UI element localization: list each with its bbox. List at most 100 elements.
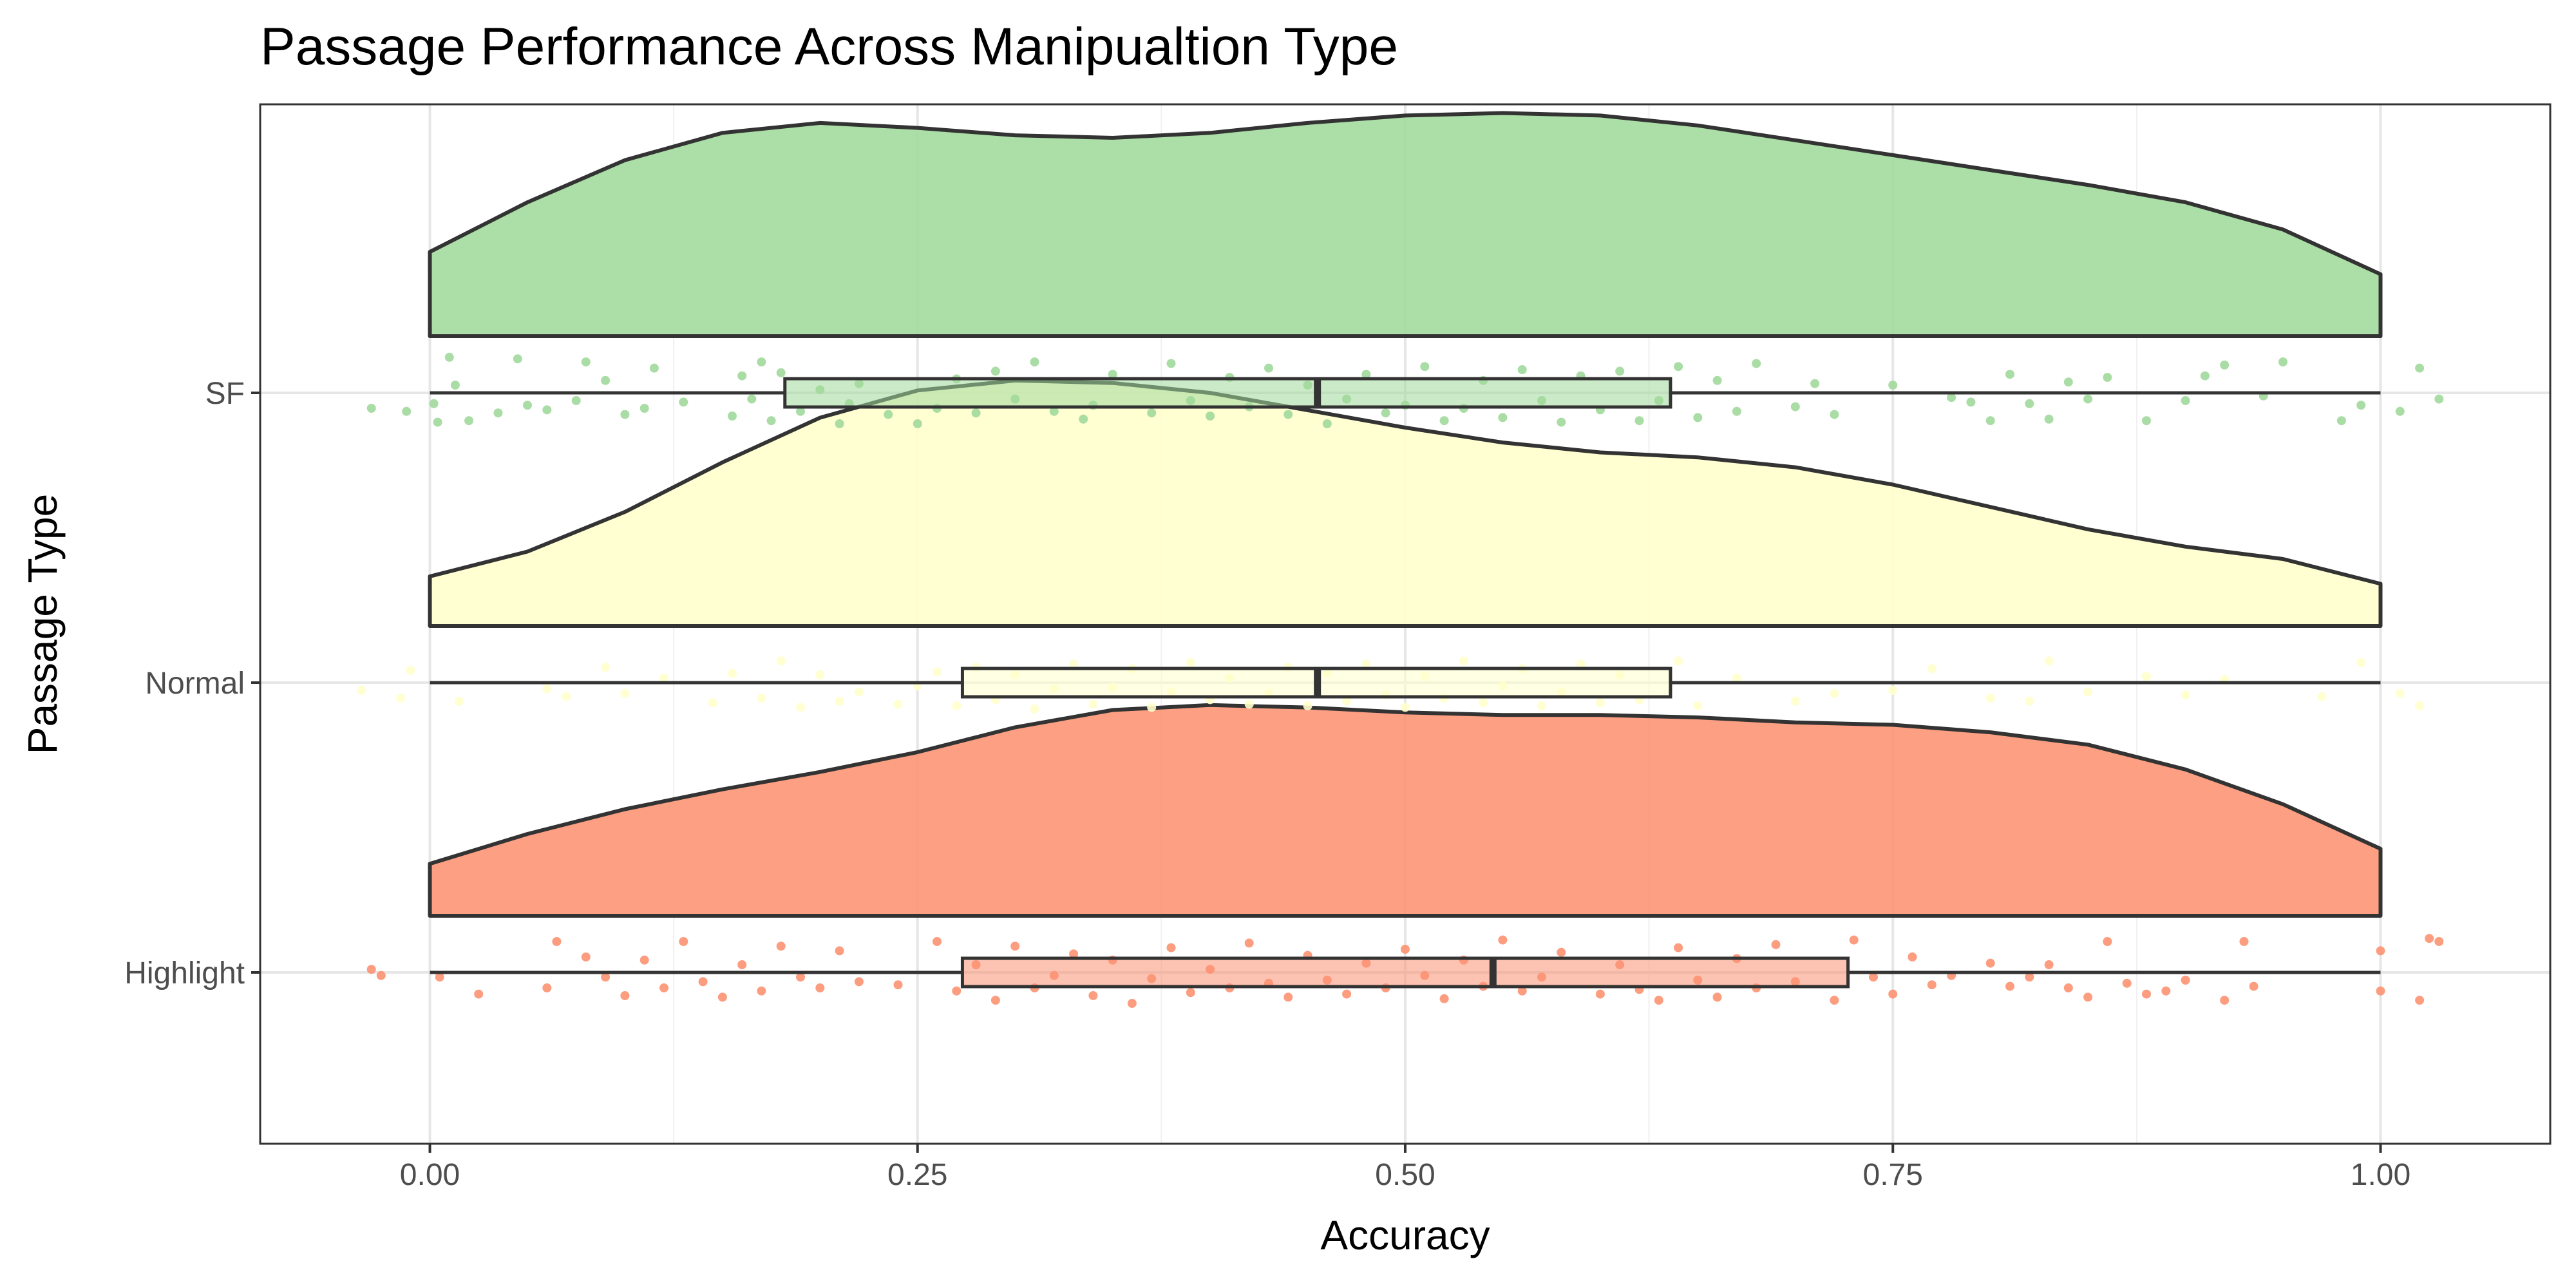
data-point [757,694,766,703]
data-point [1303,701,1312,710]
data-point [450,381,460,390]
data-point [2415,701,2425,710]
data-point [952,986,961,996]
data-point [2278,357,2287,366]
data-point [1634,416,1644,426]
data-point [1127,999,1137,1008]
data-point [581,357,591,366]
data-point [1908,952,1917,961]
data-point [1010,942,1020,951]
data-point [2063,983,2073,992]
data-point [1361,659,1371,669]
data-point [2142,672,2151,681]
data-point [2395,688,2405,698]
data-point [2425,934,2434,943]
data-point [2356,401,2366,410]
data-point [2434,394,2444,404]
data-point [2142,989,2151,999]
data-point [1888,381,1898,390]
data-point [2249,981,2259,991]
data-point [406,665,415,675]
data-point [1595,989,1605,999]
y-tick-label: Highlight [124,956,245,990]
data-point [2025,696,2034,706]
data-point [747,394,757,404]
data-point [2415,996,2425,1005]
data-point [1810,379,1820,388]
data-point [1674,362,1683,372]
data-point [429,399,439,408]
data-point [601,375,611,385]
data-point [1654,996,1663,1005]
data-point [2063,377,2073,387]
data-point [1498,935,1508,945]
data-point [933,667,942,677]
data-point [1361,370,1371,379]
data-point [1479,698,1488,708]
data-point [2220,360,2230,370]
data-point [708,698,717,708]
data-point [513,354,522,364]
data-point [835,419,844,428]
data-point [1927,980,1937,990]
data-point [2317,692,2327,701]
data-point [1674,943,1683,952]
data-point [1030,704,1039,714]
data-point [1517,986,1527,996]
data-point [2376,946,2385,956]
data-point [1712,992,1722,1002]
x-tick-label: 0.75 [1863,1158,1923,1192]
data-point [1049,406,1059,416]
data-point [1966,397,1976,407]
density-cloud-normal [428,378,2383,628]
data-point [1322,419,1332,428]
y-tick-label: Normal [145,667,245,701]
data-point [1790,696,1800,706]
data-point [542,684,552,694]
data-point [2239,937,2249,946]
data-point [815,670,825,679]
data-point [2005,981,2014,991]
data-point [1732,673,1741,683]
data-point [2142,416,2151,426]
density-cloud-highlight [428,703,2383,918]
data-point [523,401,532,410]
data-point [952,701,961,710]
data-point [1420,362,1430,372]
data-point [796,406,805,416]
data-point [2103,937,2112,946]
data-point [1186,658,1195,667]
density-cloud-sf [428,111,2383,338]
density-clouds [428,111,2383,918]
data-point [601,663,611,672]
data-point [679,937,688,946]
data-point [1498,413,1508,422]
data-point [571,396,581,405]
data-point [728,668,737,678]
data-point [581,952,591,961]
data-point [1244,699,1254,709]
data-point [1439,994,1449,1003]
data-point [1342,696,1352,706]
data-point [1459,656,1468,666]
data-point [1244,938,1254,948]
data-point [1849,935,1859,945]
data-point [2220,996,2230,1005]
x-axis: 0.00 0.25 0.50 0.75 1.00 [400,1144,2410,1192]
data-point [493,408,503,418]
data-point [776,656,786,666]
data-point [1557,417,1566,427]
x-tick-label: 0.25 [887,1158,947,1192]
data-point [1283,410,1293,419]
data-point [1674,656,1683,666]
data-point [913,419,922,428]
data-point [2025,399,2034,408]
data-point [854,977,864,987]
data-point [357,686,366,695]
data-point [1693,413,1703,422]
data-point [601,972,611,982]
data-point [884,410,893,419]
box-plots [430,377,2381,989]
data-point [464,416,474,426]
data-point [2044,656,2054,666]
